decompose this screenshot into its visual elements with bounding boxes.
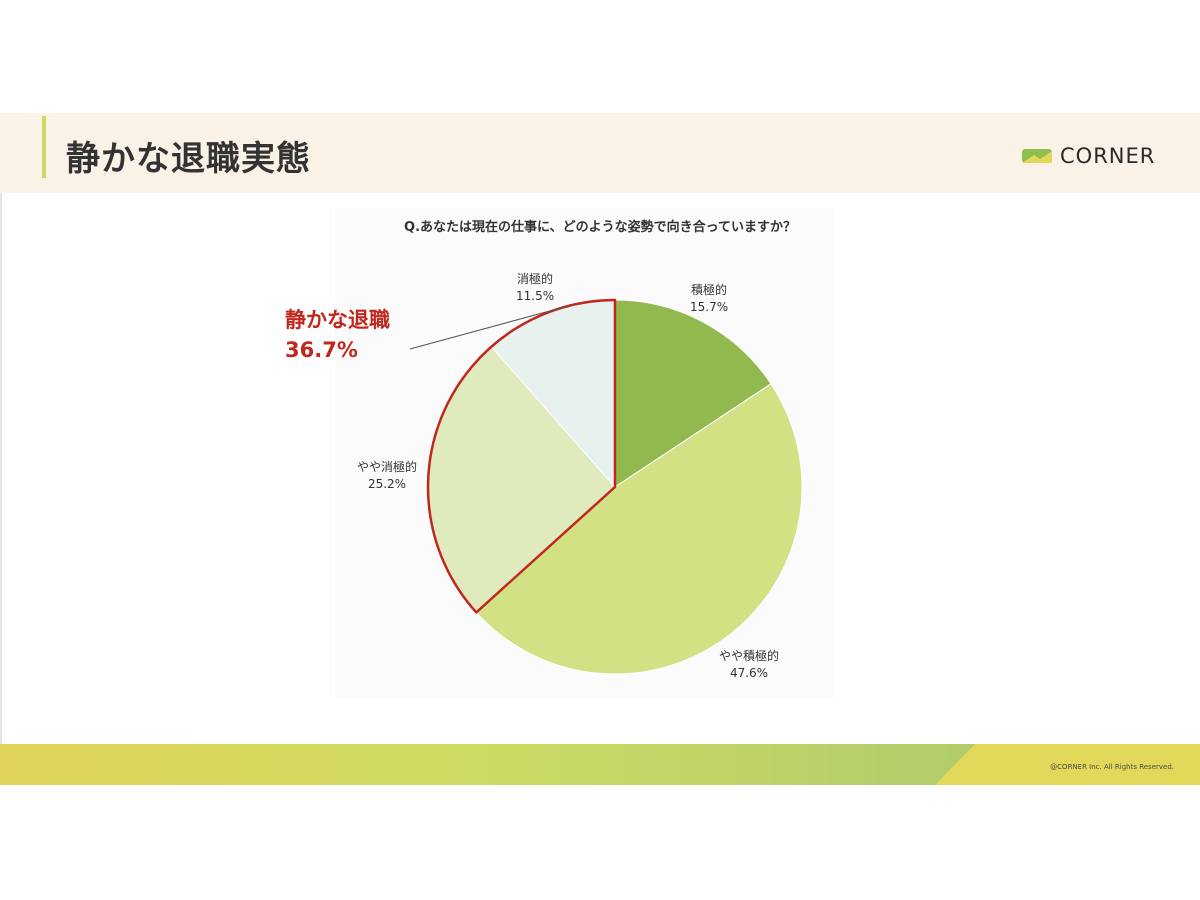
pie-chart [409, 298, 803, 675]
highlight-label: 静かな退職 [285, 308, 390, 332]
callout-leader-line [409, 306, 565, 350]
corner-logo-icon [1022, 149, 1052, 163]
highlight-value: 36.7% [285, 338, 358, 362]
copyright-text: @CORNER Inc. All Rights Reserved. [1050, 763, 1174, 771]
slice-label-yaya-sekkyokuteki: やや積極的 47.6% [719, 648, 779, 682]
slide-edge [0, 113, 2, 785]
slice-label-value: 25.2% [367, 477, 407, 491]
footer-triangle-decoration [935, 744, 1200, 785]
slice-label-yaya-shokyokuteki: やや消極的 25.2% [357, 459, 417, 493]
slice-label-name: やや積極的 [719, 649, 780, 663]
header-accent-bar [42, 116, 46, 178]
pie-slice [614, 299, 772, 488]
slice-label-shokyokuteki: 消極的 11.5% [516, 271, 554, 305]
footer: @CORNER Inc. All Rights Reserved. [0, 744, 1200, 785]
slide: 静かな退職実態 CORNER Q.あなたは現在の仕事に、どのような姿勢で向き合っ… [0, 113, 1200, 785]
slice-label-name: 消極的 [517, 272, 554, 286]
slice-label-name: 積極的 [691, 283, 728, 297]
slice-label-value: 47.6% [729, 666, 769, 680]
slice-label-sekkyokuteki: 積極的 15.7% [690, 282, 728, 316]
highlight-callout: 静かな退職 36.7% [285, 305, 390, 365]
slice-label-name: やや消極的 [357, 460, 418, 474]
slice-label-value: 15.7% [690, 300, 729, 314]
page-title: 静かな退職実態 [66, 139, 311, 179]
chart-question: Q.あなたは現在の仕事に、どのような姿勢で向き合っていますか？ [404, 220, 796, 235]
logo-text: CORNER [1060, 144, 1156, 168]
pie-slice [475, 383, 803, 675]
header: 静かな退職実態 CORNER [0, 113, 1200, 193]
logo: CORNER [1022, 143, 1155, 169]
slice-label-value: 11.5% [516, 289, 555, 303]
